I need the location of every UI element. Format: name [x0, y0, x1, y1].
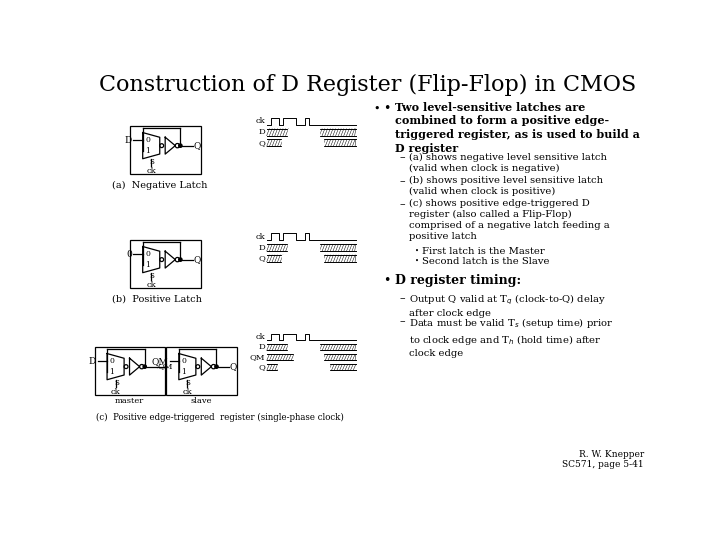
Text: –: – — [400, 176, 405, 186]
Circle shape — [215, 365, 218, 368]
Text: 1: 1 — [145, 147, 150, 155]
Text: (b)  Positive Latch: (b) Positive Latch — [112, 295, 202, 304]
Text: –: – — [400, 316, 405, 326]
Text: Q: Q — [230, 362, 237, 371]
Text: ck: ck — [256, 233, 265, 241]
Text: •: • — [383, 102, 390, 115]
Text: –: – — [400, 199, 405, 209]
Text: master: master — [115, 397, 145, 404]
Text: (c) shows positive edge-triggered D
register (also called a Flip-Flop)
comprised: (c) shows positive edge-triggered D regi… — [409, 199, 610, 241]
Text: ck: ck — [111, 388, 120, 396]
Text: 1: 1 — [145, 261, 150, 269]
Bar — [130, 126, 200, 174]
Circle shape — [179, 144, 182, 147]
Text: (a) shows negative level sensitive latch
(valid when clock is negative): (a) shows negative level sensitive latch… — [409, 153, 607, 173]
Text: Q: Q — [194, 255, 201, 264]
Text: Construction of D Register (Flip-Flop) in CMOS: Construction of D Register (Flip-Flop) i… — [99, 74, 636, 96]
Text: 0: 0 — [126, 250, 132, 259]
Text: D: D — [89, 357, 96, 366]
Text: •: • — [374, 103, 380, 113]
Text: QM: QM — [151, 357, 168, 366]
Text: –: – — [400, 153, 405, 163]
Text: Output Q valid at T$_q$ (clock-to-Q) delay
after clock edge: Output Q valid at T$_q$ (clock-to-Q) del… — [409, 293, 606, 318]
Text: •: • — [415, 247, 420, 254]
Text: Q: Q — [258, 254, 265, 262]
Text: 0: 0 — [145, 137, 150, 144]
Text: –: – — [400, 293, 405, 303]
Text: (b) shows positive level sensitive latch
(valid when clock is positive): (b) shows positive level sensitive latch… — [409, 176, 603, 196]
Text: Second latch is the Slave: Second latch is the Slave — [422, 257, 549, 266]
Bar — [166, 347, 237, 395]
Text: Q: Q — [258, 139, 265, 147]
Text: Two level-sensitive latches are
combined to form a positive edge-
triggered regi: Two level-sensitive latches are combined… — [395, 102, 639, 154]
Text: S: S — [150, 272, 155, 280]
Text: slave: slave — [191, 397, 212, 404]
Text: D register timing:: D register timing: — [395, 274, 521, 287]
Text: D: D — [258, 244, 265, 252]
Circle shape — [179, 258, 182, 261]
Text: ck: ck — [256, 117, 265, 125]
Text: Q: Q — [194, 141, 201, 150]
Text: ck: ck — [146, 281, 156, 289]
Text: First latch is the Master: First latch is the Master — [422, 247, 544, 255]
Circle shape — [143, 365, 146, 368]
Text: S: S — [186, 379, 191, 387]
Text: S: S — [114, 379, 119, 387]
Text: 0: 0 — [181, 357, 186, 366]
Text: 1: 1 — [181, 368, 186, 376]
Bar — [94, 347, 165, 395]
Text: D: D — [125, 136, 132, 145]
Text: QM: QM — [250, 353, 265, 361]
Text: S: S — [150, 158, 155, 166]
Text: Data must be valid T$_s$ (setup time) prior
to clock edge and T$_h$ (hold time) : Data must be valid T$_s$ (setup time) pr… — [409, 316, 613, 358]
Text: ck: ck — [256, 333, 265, 341]
Text: ck: ck — [146, 167, 156, 175]
Text: 0: 0 — [145, 251, 150, 258]
Text: ck: ck — [182, 388, 192, 396]
Text: D: D — [258, 343, 265, 352]
Text: 1: 1 — [109, 368, 114, 376]
Text: QM: QM — [158, 363, 174, 370]
Text: D: D — [258, 128, 265, 136]
Text: •: • — [383, 274, 390, 287]
Bar — [130, 240, 200, 288]
Text: (c)  Positive edge-triggered  register (single-phase clock): (c) Positive edge-triggered register (si… — [96, 413, 344, 422]
Text: (a)  Negative Latch: (a) Negative Latch — [112, 181, 207, 190]
Text: •: • — [415, 257, 420, 265]
Text: 0: 0 — [109, 357, 114, 366]
Text: R. W. Knepper
SC571, page 5-41: R. W. Knepper SC571, page 5-41 — [562, 450, 644, 469]
Text: Q: Q — [258, 363, 265, 372]
